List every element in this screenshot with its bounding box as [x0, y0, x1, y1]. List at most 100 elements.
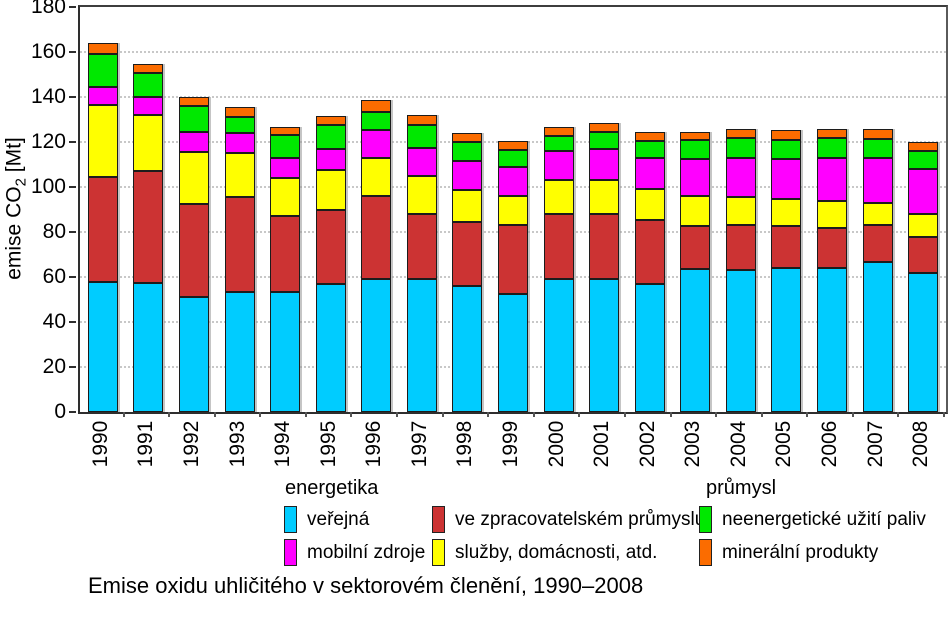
bar-segment: [817, 227, 848, 268]
bar-segment: [406, 147, 437, 176]
bar-1996: [361, 100, 392, 412]
bar-segment: [725, 157, 756, 198]
legend-label: minerální produkty: [722, 541, 879, 563]
bar-segment: [498, 149, 528, 167]
bar-segment: [315, 209, 346, 284]
bar-segment: [498, 225, 528, 294]
bar-segment: [178, 203, 209, 298]
y-axis-label-120: 120: [30, 130, 66, 153]
x-axis-tick: [897, 412, 900, 417]
bar-segment: [315, 283, 346, 412]
bar-2004: [725, 128, 756, 412]
bar-segment: [224, 291, 255, 412]
bar-segment: [862, 225, 893, 263]
x-axis-tick: [943, 412, 945, 417]
bar-segment: [498, 166, 528, 196]
x-axis-tick: [441, 412, 444, 417]
bar-segment: [498, 140, 528, 150]
y-axis-tick: [69, 411, 76, 413]
bar-segment: [589, 214, 620, 280]
bar-segment: [589, 180, 620, 214]
bar-segment: [817, 128, 848, 138]
y-axis-tick: [69, 96, 76, 98]
bar-segment: [680, 131, 711, 140]
bar-segment: [589, 122, 620, 132]
bar-segment: [725, 137, 756, 158]
legend-item-verejna: veřejná: [284, 506, 369, 533]
bar-segment: [133, 282, 164, 412]
bar-segment: [361, 129, 392, 158]
bar-1994: [270, 127, 301, 412]
bar-segment: [315, 125, 346, 149]
legend-item-mineralni: minerální produkty: [699, 539, 878, 566]
bar-segment: [406, 214, 437, 280]
y-axis-tick: [69, 231, 76, 233]
bar-segment: [87, 176, 118, 282]
y-axis-label-20: 20: [42, 355, 66, 378]
legend-item-sluzby: služby, domácnosti, atd.: [432, 539, 657, 566]
bar-segment: [178, 97, 209, 106]
y-axis-label-40: 40: [42, 310, 66, 333]
bar-segment: [817, 268, 848, 412]
bar-segment: [771, 158, 802, 200]
bar-segment: [680, 139, 711, 159]
bar-segment: [680, 158, 711, 196]
y-axis-tick: [69, 276, 76, 278]
legend-group-energetika: energetika: [285, 477, 379, 499]
bar-segment: [224, 153, 255, 198]
y-axis-tick: [69, 51, 76, 53]
y-axis-label-140: 140: [30, 85, 66, 108]
bar-segment: [771, 268, 802, 412]
bar-segment: [270, 216, 301, 292]
bar-segment: [87, 86, 118, 105]
bar-segment: [498, 293, 528, 412]
bar-segment: [543, 127, 574, 137]
x-axis-label-2008: 2008: [909, 420, 933, 468]
bar-segment: [178, 131, 209, 153]
bar-segment: [862, 128, 893, 139]
bar-1991: [133, 64, 164, 412]
bar-segment: [817, 157, 848, 201]
legend-label: mobilní zdroje: [307, 541, 426, 563]
bar-segment: [406, 279, 437, 412]
bar-segment: [862, 202, 893, 226]
plot-area: [78, 5, 948, 414]
figure-caption: Emise oxidu uhličitého v sektorovém člen…: [88, 573, 644, 598]
x-axis-tick: [760, 412, 763, 417]
y-axis-label-160: 160: [30, 40, 66, 63]
bar-segment: [817, 137, 848, 158]
bar-2008: [908, 142, 939, 412]
bar-segment: [634, 157, 665, 190]
bar-segment: [133, 64, 164, 74]
bar-segment: [908, 142, 939, 151]
y-axis-tick: [69, 366, 76, 368]
bar-1995: [315, 116, 346, 412]
legend-swatch-verejna: [284, 506, 297, 533]
bar-segment: [87, 281, 118, 412]
bar-segment: [452, 221, 483, 286]
bar-segment: [452, 161, 483, 191]
bar-2005: [771, 129, 802, 412]
x-axis-tick: [851, 412, 854, 417]
x-axis-tick: [213, 412, 216, 417]
bar-segment: [224, 133, 255, 154]
bar-segment: [634, 189, 665, 220]
bar-segment: [634, 131, 665, 141]
bar-segment: [817, 200, 848, 228]
bar-segment: [680, 226, 711, 270]
x-axis-tick: [806, 412, 809, 417]
bar-segment: [270, 178, 301, 217]
legend-item-zpracovatelsky: ve zpracovatelském průmyslu: [432, 506, 705, 533]
bar-segment: [862, 262, 893, 412]
legend-item-mobilni: mobilní zdroje: [284, 539, 425, 566]
bar-segment: [133, 73, 164, 97]
bar-1993: [224, 107, 255, 412]
bar-2002: [634, 131, 665, 412]
bar-segment: [87, 43, 118, 55]
bar-1999: [498, 140, 528, 412]
legend-label: ve zpracovatelském průmyslu: [455, 508, 706, 530]
bar-1997: [406, 115, 437, 412]
legend-swatch-zpracovatelsky: [432, 506, 445, 533]
bar-2001: [589, 122, 620, 412]
